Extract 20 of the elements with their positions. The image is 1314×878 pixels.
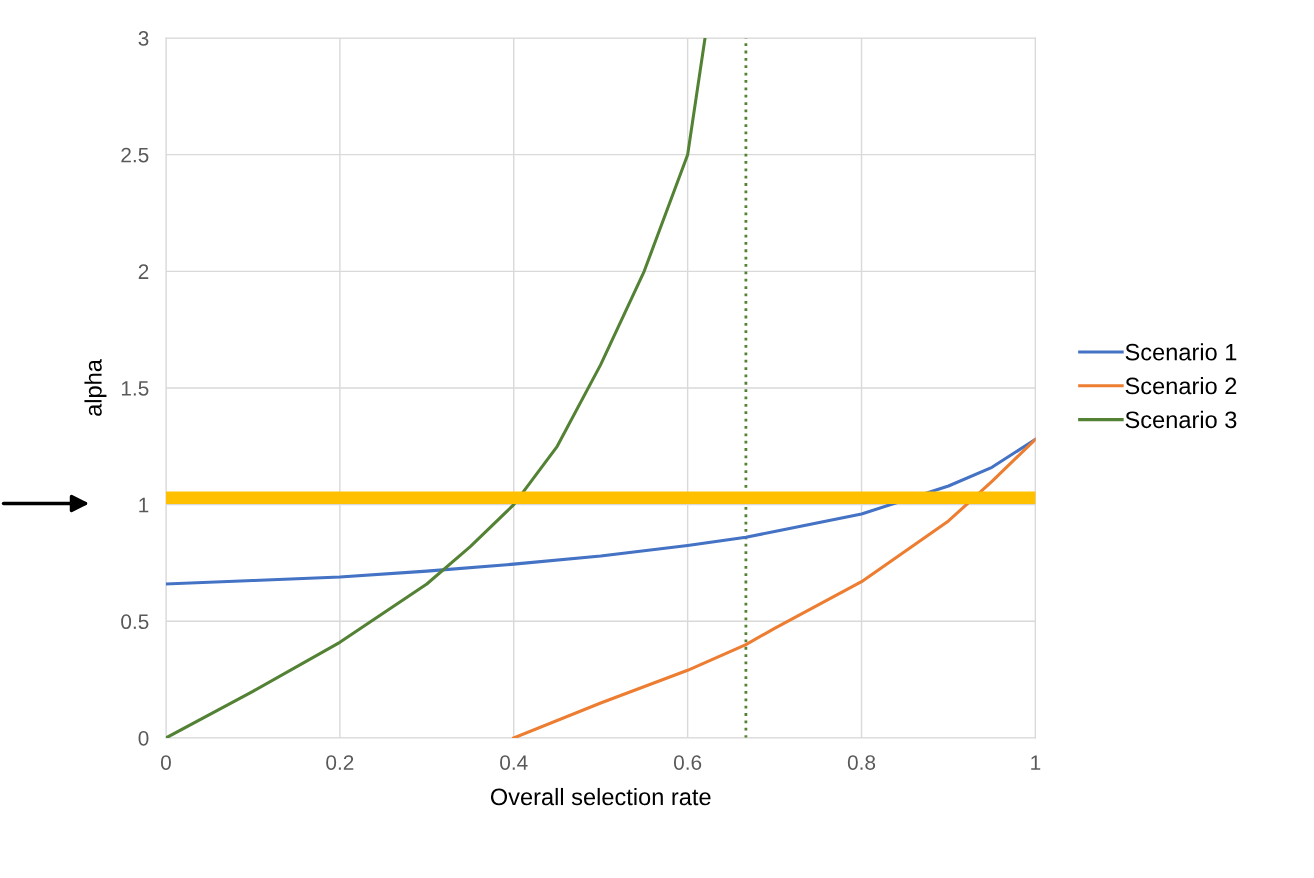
legend-label: Scenario 2 [1125, 376, 1237, 395]
y-tick-label: 0 [138, 730, 149, 746]
y-tick-label: 1.5 [121, 381, 149, 396]
y-tick-label: 0.5 [121, 614, 149, 630]
legend-label: Scenario 3 [1125, 410, 1237, 429]
y-axis-title: alpha [84, 359, 107, 416]
line-series [165, 437, 1036, 586]
x-tick-label: 0.4 [500, 755, 528, 770]
legend-label: Scenario 1 [1125, 343, 1237, 361]
x-axis-title: Overall selection rate [490, 787, 711, 806]
y-tick-label: 2 [138, 264, 149, 279]
x-tick-label: 1 [1031, 755, 1041, 770]
y-tick-label: 1 [139, 497, 149, 513]
y-tick-label: 2.5 [121, 147, 149, 163]
line-series [512, 437, 1036, 738]
x-tick-label: 0.8 [847, 755, 876, 770]
y-tick-label: 3 [138, 31, 149, 46]
x-tick-label: 0.6 [673, 755, 702, 770]
x-tick-label: 0 [160, 755, 171, 770]
x-tick-label: 0.2 [326, 755, 354, 770]
